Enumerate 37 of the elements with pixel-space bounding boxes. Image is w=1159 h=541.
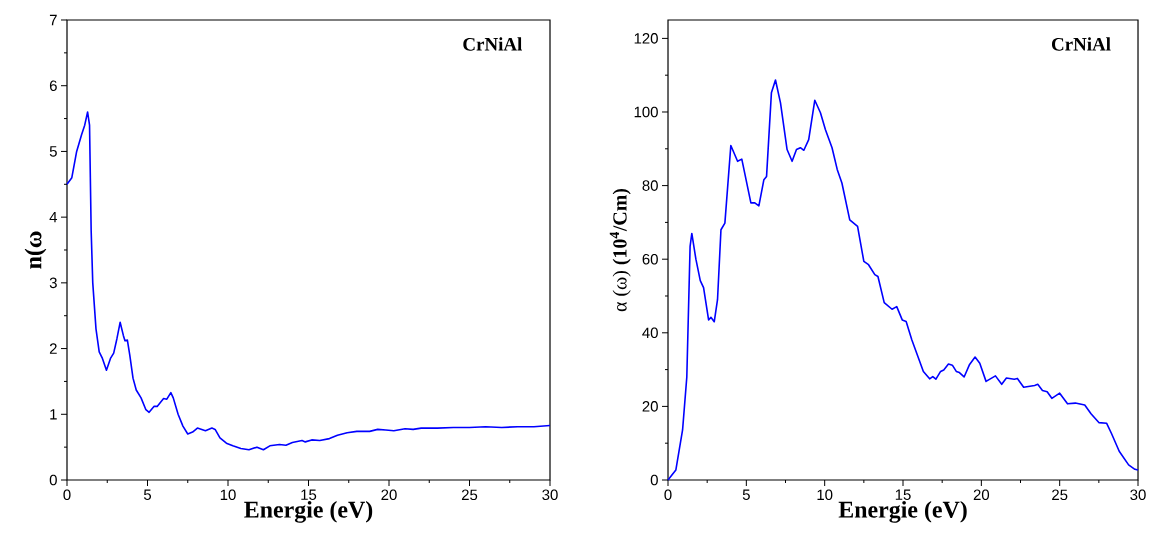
- y-tick-label: 80: [642, 180, 658, 191]
- y-tick-label: 100: [634, 106, 658, 118]
- x-tick-label: 25: [461, 489, 478, 501]
- y-tick-label: 3: [49, 277, 57, 289]
- x-axis-title: Energie (eV): [838, 500, 967, 523]
- y-tick-label: 0: [650, 474, 658, 486]
- x-tick-label: 0: [664, 489, 672, 501]
- y-axis-title: n(ω: [24, 231, 47, 269]
- y-tick-label: 40: [642, 327, 658, 339]
- x-tick-label: 30: [542, 489, 558, 501]
- annotation: CrNiAl: [463, 37, 523, 51]
- x-tick-label: 10: [817, 489, 833, 501]
- y-tick-label: 6: [49, 80, 57, 91]
- x-tick-label: 25: [1052, 489, 1068, 501]
- x-tick-label: 15: [301, 489, 317, 500]
- y-tick-label: 120: [634, 33, 658, 44]
- y-tick-label: 7: [49, 14, 57, 26]
- y-tick-label: 5: [49, 146, 57, 157]
- x-tick-label: 15: [895, 489, 911, 500]
- x-axis-title: Energie (eV): [244, 500, 373, 523]
- annotation: CrNiAl: [1051, 37, 1111, 51]
- x-tick-label: 0: [63, 489, 71, 501]
- y-tick-label: 1: [50, 409, 57, 420]
- line-series: [66, 111, 551, 451]
- x-tick-label: 5: [742, 489, 750, 500]
- y-tick-label: 0: [49, 474, 57, 486]
- line-series: [667, 79, 1139, 481]
- x-tick-label: 20: [381, 489, 397, 501]
- y-tick-label: 4: [49, 212, 58, 223]
- text: α (ω) (10$^{4}$/Cm): [609, 188, 631, 312]
- x-tick-label: 30: [1130, 489, 1146, 501]
- y-tick-label: 2: [49, 343, 57, 354]
- y-tick-label: 60: [642, 253, 658, 265]
- x-tick-label: 20: [973, 489, 990, 501]
- y-tick-label: 20: [642, 401, 658, 412]
- x-tick-label: 10: [220, 489, 236, 501]
- x-tick-label: 5: [143, 489, 152, 500]
